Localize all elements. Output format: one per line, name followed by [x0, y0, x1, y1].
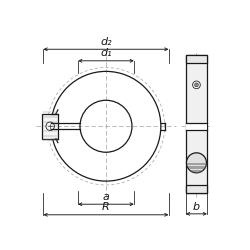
- Bar: [186, 55, 207, 63]
- Bar: [186, 185, 207, 193]
- Text: R: R: [102, 202, 110, 212]
- Text: a: a: [102, 192, 110, 202]
- Bar: [186, 55, 207, 193]
- Circle shape: [186, 153, 206, 173]
- Text: d₂: d₂: [100, 37, 112, 47]
- Circle shape: [194, 83, 198, 87]
- Text: d₁: d₁: [100, 48, 112, 58]
- Bar: [42, 114, 58, 139]
- Text: b: b: [193, 202, 200, 211]
- Bar: [186, 123, 207, 130]
